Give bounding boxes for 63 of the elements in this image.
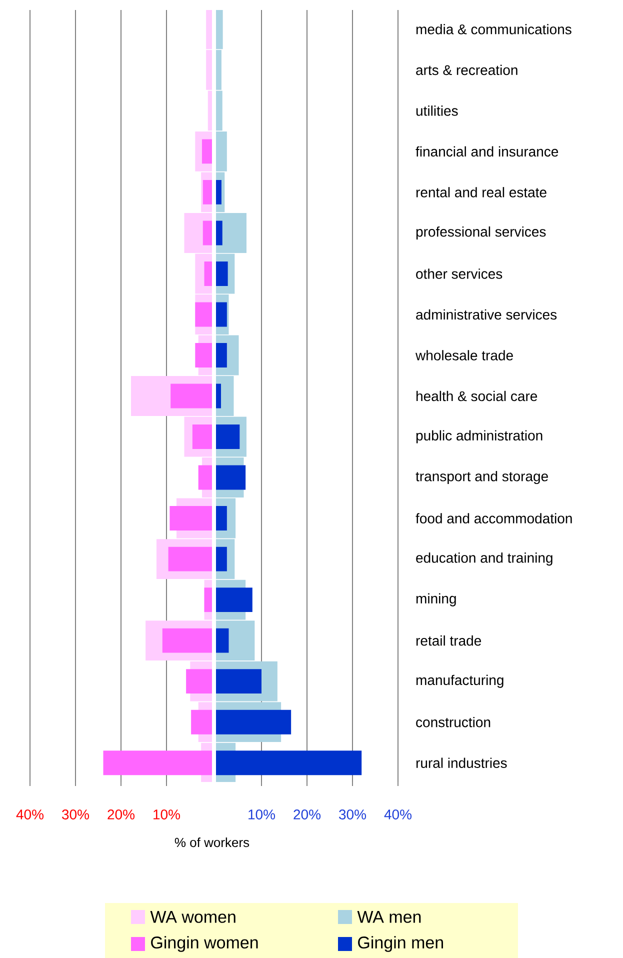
legend-label: WA men — [357, 911, 421, 923]
y-tick-label: education and training — [416, 552, 552, 566]
bar — [216, 180, 222, 204]
legend-label: WA women — [150, 911, 236, 923]
y-tick-label: retail trade — [416, 635, 482, 646]
y-tick-label: health & social care — [416, 390, 538, 402]
bar — [216, 343, 227, 368]
bar — [192, 424, 212, 449]
y-tick-label: financial and insurance — [416, 146, 558, 157]
x-tick-label: 20% — [108, 810, 134, 820]
y-tick-label: manufacturing — [416, 674, 504, 688]
legend-label: Gingin women — [151, 936, 258, 952]
bar — [204, 588, 212, 612]
y-tick-label: arts & recreation — [416, 64, 518, 76]
bar — [216, 546, 227, 572]
bar — [216, 506, 227, 531]
y-tick-label: rural industries — [416, 758, 507, 768]
bar — [216, 262, 228, 286]
bar — [202, 220, 212, 246]
bar — [216, 384, 222, 408]
bar — [162, 628, 212, 653]
y-tick-label: other services — [416, 268, 502, 279]
bar — [195, 343, 212, 368]
x-axis-title: % of workers — [174, 838, 250, 848]
y-tick-label: food and accommodation — [416, 513, 572, 524]
bar — [216, 465, 246, 490]
bar — [216, 424, 240, 449]
y-tick-label: utilities — [416, 106, 458, 116]
bar — [170, 384, 212, 408]
bar — [198, 465, 212, 490]
x-tick-label: 40% — [384, 810, 412, 820]
bar — [216, 220, 222, 246]
y-tick-label: public administration — [416, 430, 542, 444]
x-tick-label: 40% — [16, 810, 44, 820]
y-tick-label: wholesale trade — [416, 350, 513, 360]
bar — [191, 710, 212, 734]
x-tick-label: 10% — [154, 810, 180, 820]
bar — [170, 506, 212, 531]
bar — [216, 710, 292, 734]
bar — [195, 302, 212, 327]
bar — [216, 302, 227, 327]
legend-label: Gingin men — [358, 936, 443, 952]
bar — [103, 750, 212, 776]
bar — [216, 750, 362, 776]
y-tick-label: administrative services — [416, 309, 557, 320]
bar — [168, 546, 212, 572]
y-tick-label: construction — [416, 716, 490, 728]
y-tick-label: rental and real estate — [416, 187, 546, 198]
bar — [186, 669, 212, 694]
bar — [216, 588, 252, 612]
x-tick-label: 20% — [294, 810, 321, 820]
y-tick-label: media & communications — [416, 24, 572, 34]
bar — [204, 262, 212, 286]
x-tick-label: 30% — [339, 810, 366, 820]
y-tick-label: transport and storage — [416, 471, 548, 484]
bar — [216, 628, 229, 653]
x-tick-label: 10% — [248, 810, 276, 820]
bar — [216, 669, 262, 694]
bar — [202, 139, 212, 164]
y-tick-label: mining — [416, 593, 456, 606]
y-tick-label: professional services — [416, 226, 546, 240]
x-tick-label: 30% — [62, 810, 90, 820]
bar — [202, 180, 212, 204]
